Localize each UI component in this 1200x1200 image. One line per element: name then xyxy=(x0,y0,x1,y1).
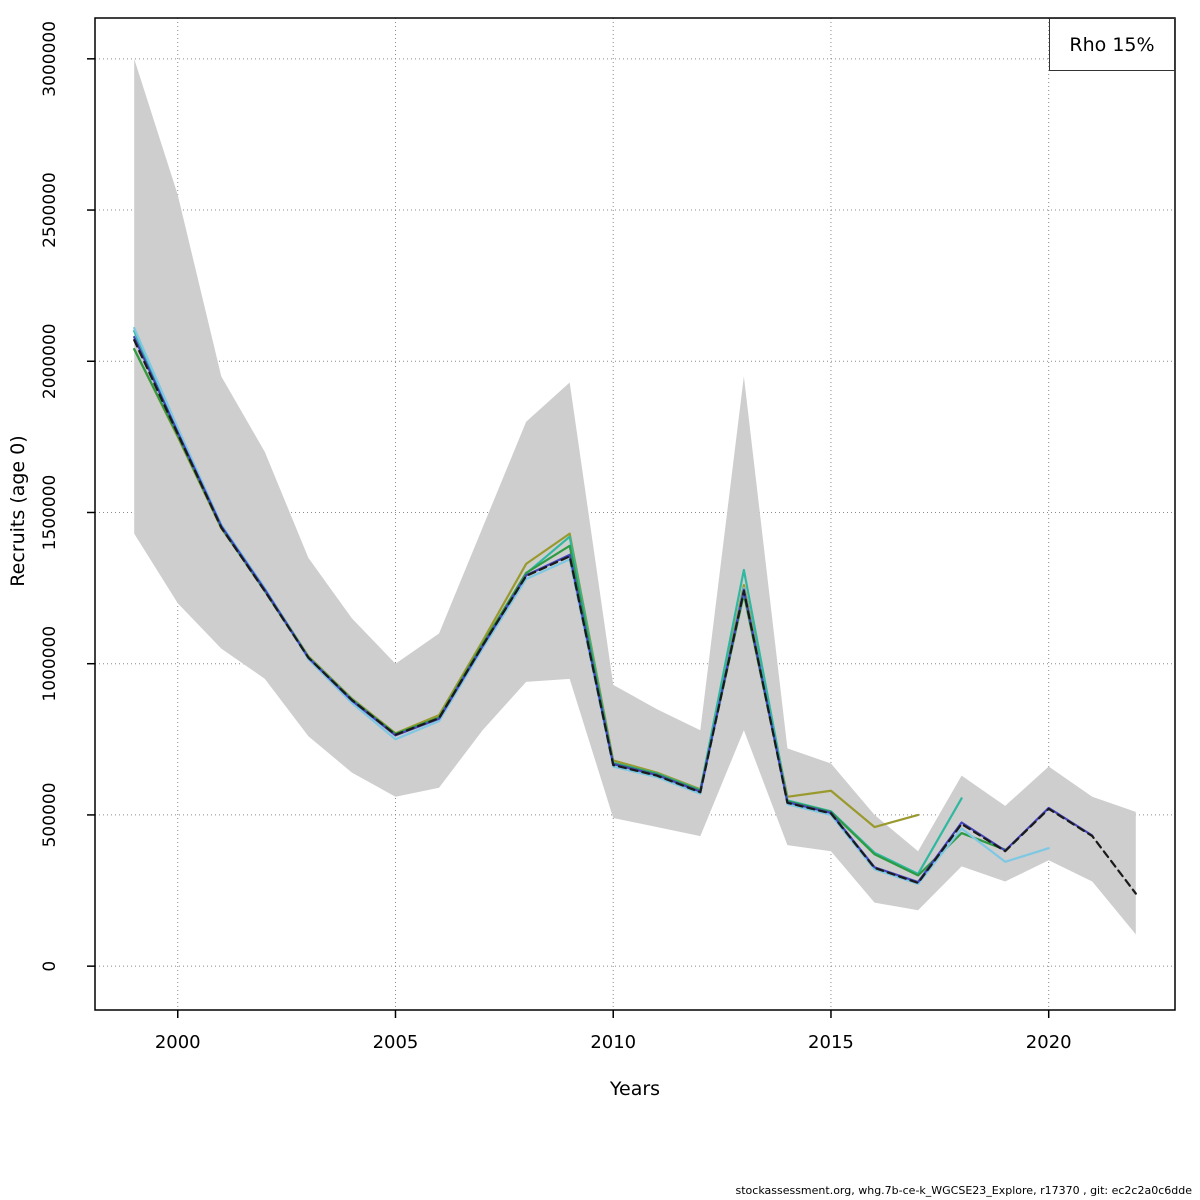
y-tick-label: 2000000 xyxy=(40,323,60,399)
rho-legend-box: Rho 15% xyxy=(1049,18,1175,71)
confidence-band xyxy=(134,58,1136,935)
y-tick-label: 0 xyxy=(40,961,60,972)
x-tick-label: 2010 xyxy=(590,1032,636,1053)
x-tick-label: 2000 xyxy=(155,1032,201,1053)
x-tick-label: 2020 xyxy=(1026,1032,1072,1053)
series-line-base-run xyxy=(133,338,1137,895)
y-tick-label: 2500000 xyxy=(40,172,60,248)
rho-legend-label: Rho 15% xyxy=(1069,33,1155,56)
y-axis-title: Recruits (age 0) xyxy=(7,435,29,587)
y-tick-label: 3000000 xyxy=(40,21,60,97)
y-tick-label: 500000 xyxy=(40,782,60,847)
y-tick-label: 1000000 xyxy=(40,626,60,702)
x-tick-label: 2015 xyxy=(808,1032,854,1053)
x-axis-title: Years xyxy=(609,1078,661,1100)
plot-border xyxy=(94,17,1176,1011)
x-tick-label: 2005 xyxy=(373,1032,419,1053)
footer-citation: stockassessment.org, whg.7b-ce-k_WGCSE23… xyxy=(735,1184,1193,1197)
y-tick-label: 1500000 xyxy=(40,475,60,551)
